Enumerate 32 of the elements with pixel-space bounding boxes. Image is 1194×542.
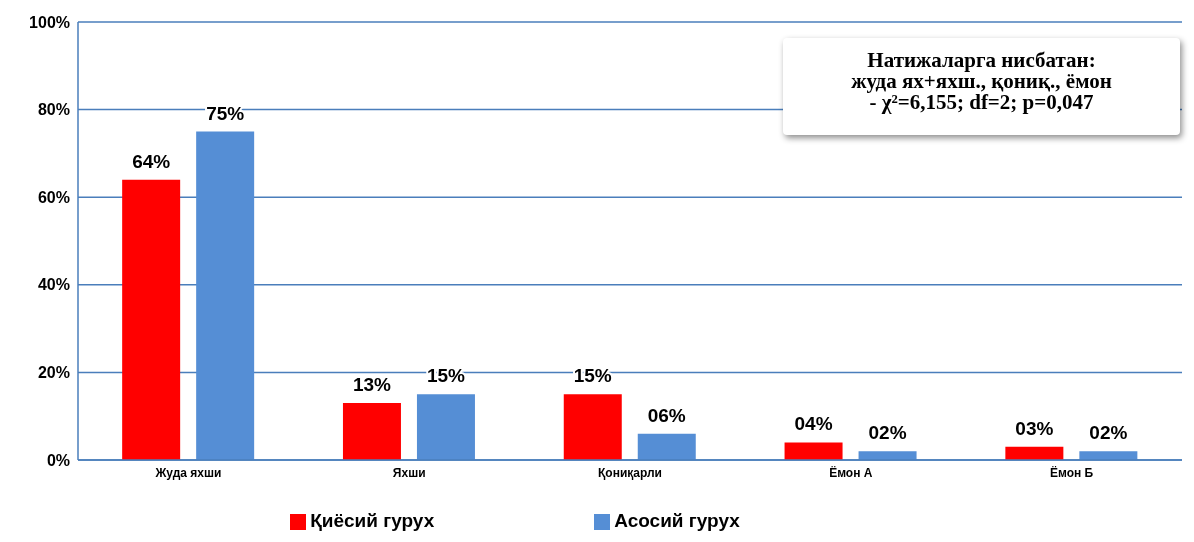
data-label: 02% (1089, 422, 1128, 444)
y-tick-label: 0% (46, 451, 70, 469)
bar (1079, 451, 1138, 460)
bar (122, 179, 181, 460)
annotation: Натижаларга нисбатан: жуда ях+яхш., қониқ., ёмон - χ²=6,155; df=2; p=0,047 (850, 48, 1113, 114)
bar (1005, 446, 1064, 460)
data-label: 02% (868, 422, 907, 444)
y-tick-label: 20% (37, 364, 70, 382)
y-tick-label: 100% (29, 13, 70, 31)
legend-label: Асосий гурух (614, 510, 740, 531)
data-label: 13% (352, 374, 392, 396)
data-label: 03% (1015, 417, 1054, 439)
bar (563, 394, 622, 460)
x-tick-label: Қониқарли (598, 465, 662, 480)
data-label: 06% (647, 404, 686, 426)
x-tick-label: Жуда яхши (154, 465, 222, 480)
bar (784, 442, 843, 460)
bar (858, 451, 917, 460)
y-tick-label: 80% (37, 101, 70, 119)
x-tick-label: Яхши (392, 465, 426, 480)
bar (196, 131, 255, 460)
legend-label: Қиёсий гурух (310, 510, 435, 531)
bar (637, 433, 696, 460)
y-tick-label: 60% (37, 188, 70, 206)
data-label: 64% (132, 150, 171, 172)
y-tick-label: 40% (37, 276, 70, 294)
bar (416, 394, 475, 460)
bar (342, 403, 401, 460)
note-box: Натижаларга нисбатан: жуда ях+яхш., қониқ., ёмон - χ²=6,155; df=2; p=0,047 (783, 38, 1180, 135)
data-label: 04% (794, 413, 833, 435)
x-tick-label: Ёмон Б (1049, 464, 1094, 480)
x-tick-label: Ёмон А (829, 464, 873, 480)
